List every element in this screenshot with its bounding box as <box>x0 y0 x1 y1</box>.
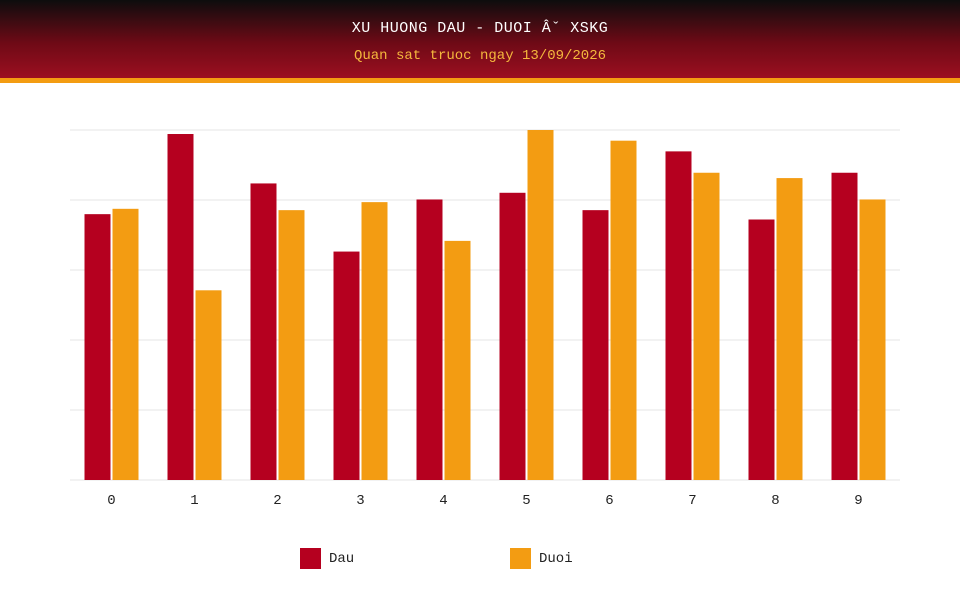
legend-label-duoi: Duoi <box>539 550 573 567</box>
bar-duoi-4 <box>444 240 471 480</box>
x-tick-label: 1 <box>190 493 198 509</box>
bar-duoi-1 <box>195 290 222 480</box>
x-tick-label: 0 <box>107 493 115 509</box>
bar-dau-4 <box>416 199 443 481</box>
bar-duoi-7 <box>693 172 720 480</box>
header-accent-line <box>0 78 960 83</box>
x-tick-label: 6 <box>605 493 613 509</box>
bar-duoi-6 <box>610 140 637 481</box>
bar-duoi-5 <box>527 130 554 480</box>
bar-duoi-9 <box>859 199 886 481</box>
bar-dau-3 <box>333 251 360 480</box>
legend: Dau Duoi <box>0 548 960 574</box>
bar-duoi-2 <box>278 210 305 481</box>
bar-dau-8 <box>748 219 775 480</box>
x-tick-labels: 0 1 2 3 4 5 6 7 8 9 <box>107 493 862 509</box>
bar-dau-0 <box>84 214 111 480</box>
bar-dau-6 <box>582 210 609 481</box>
bar-duoi-8 <box>776 178 803 480</box>
bar-duoi-0 <box>112 208 139 481</box>
legend-label-dau: Dau <box>329 550 355 567</box>
x-tick-label: 5 <box>522 493 530 509</box>
legend-swatch-duoi <box>510 548 531 569</box>
x-tick-label: 8 <box>771 493 779 509</box>
bars <box>84 130 886 481</box>
legend-item-duoi[interactable]: Duoi <box>510 548 573 569</box>
bar-duoi-3 <box>361 202 388 481</box>
bar-dau-5 <box>499 192 526 480</box>
x-tick-label: 2 <box>273 493 281 509</box>
chart-subtitle: Quan sat truoc ngay 13/09/2026 <box>353 48 607 64</box>
bar-dau-1 <box>167 134 194 480</box>
bar-dau-9 <box>831 172 858 480</box>
x-tick-label: 7 <box>688 493 696 509</box>
x-tick-label: 3 <box>356 493 364 509</box>
grid-lines <box>70 129 900 481</box>
x-tick-label: 9 <box>854 493 862 509</box>
bar-dau-2 <box>250 183 277 480</box>
bar-dau-7 <box>665 151 692 481</box>
chart-header <box>0 0 960 78</box>
legend-swatch-dau <box>300 548 321 569</box>
chart-title: XU HUONG DAU - DUOI Âˇ XSKG <box>351 20 609 37</box>
x-tick-label: 4 <box>439 493 447 509</box>
legend-item-dau[interactable]: Dau <box>300 548 354 569</box>
